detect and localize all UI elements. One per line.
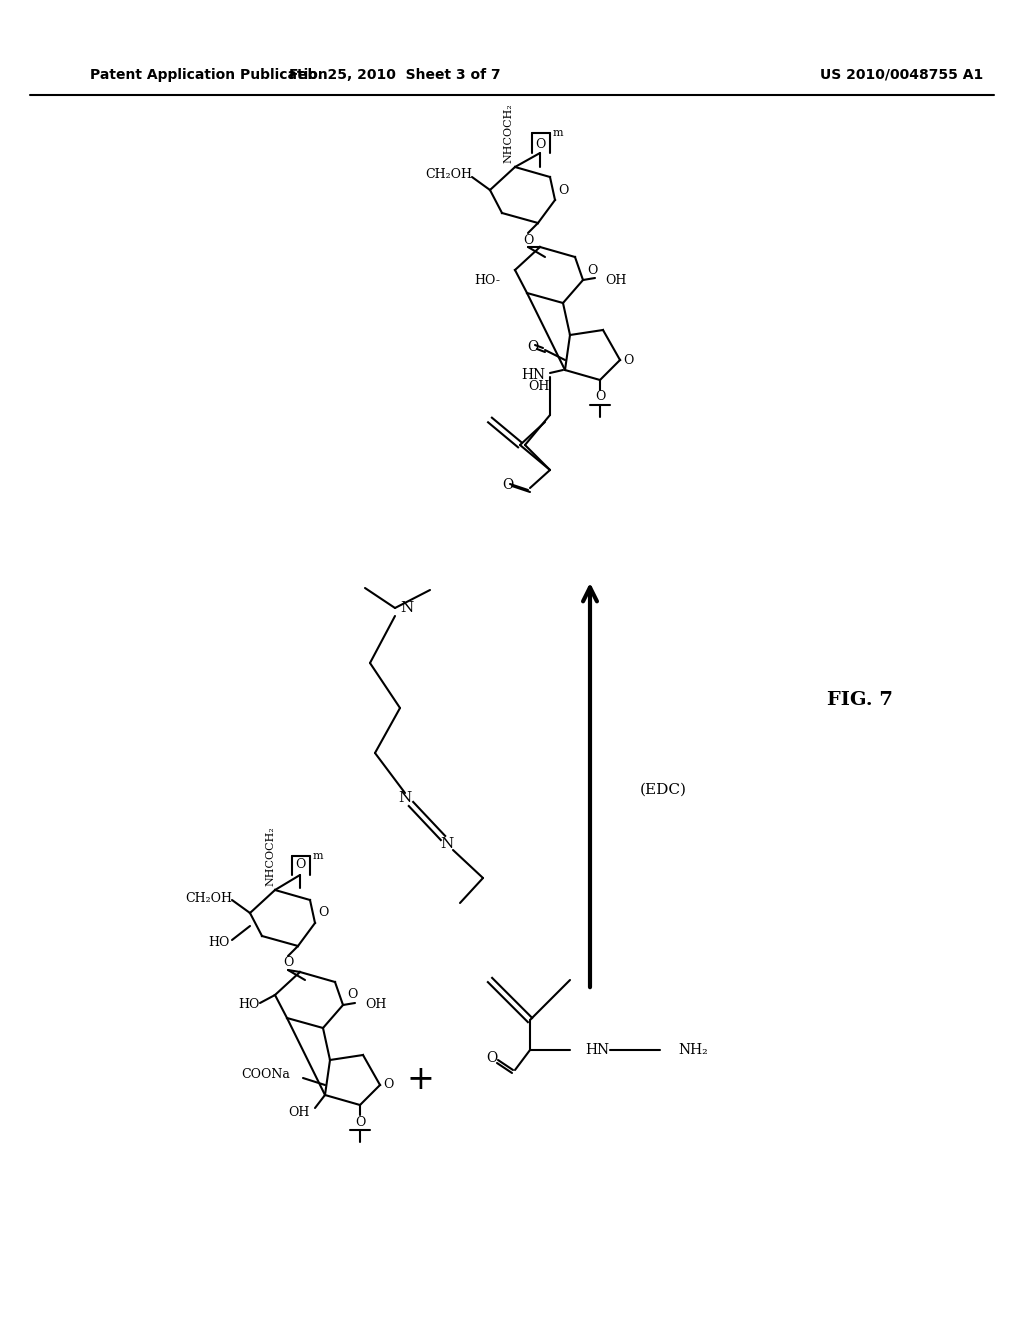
Text: O: O: [318, 907, 329, 920]
Text: HO: HO: [209, 936, 230, 949]
Text: O: O: [523, 234, 534, 247]
Text: (EDC): (EDC): [640, 783, 687, 797]
Text: O: O: [558, 183, 568, 197]
Text: Feb. 25, 2010  Sheet 3 of 7: Feb. 25, 2010 Sheet 3 of 7: [289, 69, 501, 82]
Text: N: N: [440, 837, 454, 851]
Text: FIG. 7: FIG. 7: [827, 690, 893, 709]
Text: N: N: [400, 601, 414, 615]
Text: OH: OH: [605, 273, 627, 286]
Text: O: O: [595, 391, 605, 404]
Text: HN: HN: [521, 368, 545, 381]
Text: O: O: [283, 957, 293, 969]
Text: NHCOCH₂: NHCOCH₂: [503, 103, 513, 162]
Text: HO: HO: [239, 998, 260, 1011]
Text: OH: OH: [289, 1106, 310, 1118]
Text: US 2010/0048755 A1: US 2010/0048755 A1: [820, 69, 983, 82]
Text: Patent Application Publication: Patent Application Publication: [90, 69, 328, 82]
Text: m: m: [553, 128, 563, 139]
Text: NHCOCH₂: NHCOCH₂: [265, 826, 275, 886]
Text: CH₂OH: CH₂OH: [425, 169, 472, 181]
Text: N: N: [398, 791, 412, 805]
Text: OH: OH: [365, 998, 386, 1011]
Text: O: O: [527, 341, 539, 354]
Text: COONa: COONa: [241, 1068, 290, 1081]
Text: O: O: [354, 1115, 366, 1129]
Text: CH₂OH: CH₂OH: [185, 891, 232, 904]
Text: O: O: [295, 858, 305, 871]
Text: O: O: [587, 264, 597, 276]
Text: O: O: [535, 139, 545, 152]
Text: O: O: [383, 1078, 393, 1092]
Text: O: O: [347, 989, 357, 1002]
Text: O: O: [486, 1051, 498, 1065]
Text: HO-: HO-: [474, 273, 500, 286]
Text: +: +: [407, 1064, 434, 1096]
Text: NH₂: NH₂: [678, 1043, 708, 1057]
Text: OH: OH: [528, 380, 550, 393]
Text: m: m: [313, 851, 324, 861]
Text: HN: HN: [585, 1043, 609, 1057]
Text: O: O: [623, 354, 634, 367]
Text: O: O: [503, 478, 514, 492]
